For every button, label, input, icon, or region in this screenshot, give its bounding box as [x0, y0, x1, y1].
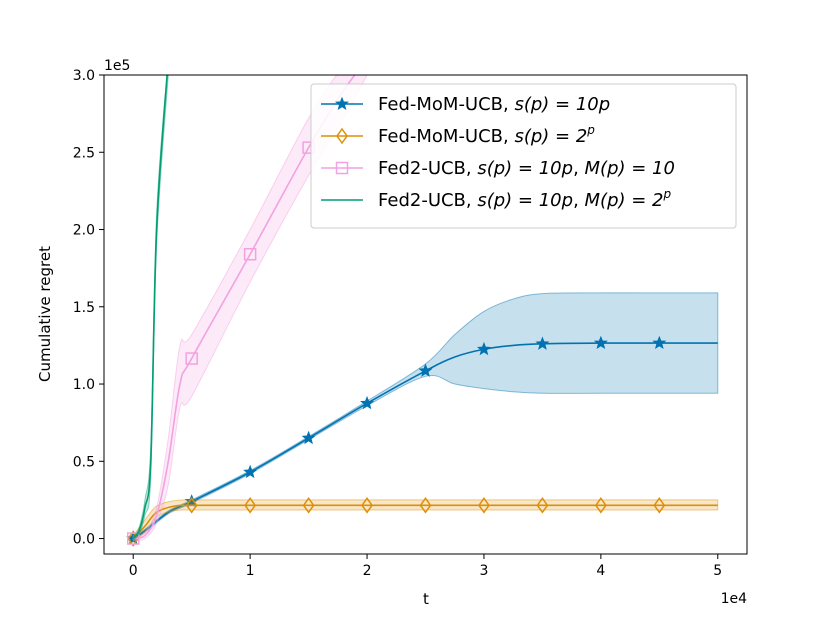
series-0: [126, 292, 719, 545]
series-line: [132, 75, 168, 540]
data-point-marker: [419, 497, 432, 514]
data-point-marker: [302, 497, 315, 514]
legend-label-m-superscript: p: [663, 187, 672, 201]
x-axis-label: t: [423, 590, 429, 608]
data-point-marker: [244, 497, 257, 514]
legend-label-prefix: Fed-MoM-UCB,: [378, 94, 514, 115]
legend-box: [310, 83, 737, 229]
data-point-marker: [535, 336, 550, 350]
confidence-band: [132, 499, 719, 543]
data-point-marker: [361, 497, 373, 514]
legend-label-separator: ,: [573, 190, 584, 211]
legend-label-m-term: M(p) = 10: [585, 158, 675, 179]
legend-label-s-term: s(p) = 10p: [477, 190, 573, 211]
legend-label-prefix: Fed-MoM-UCB,: [378, 126, 514, 147]
data-point-marker: [243, 247, 257, 261]
y-tick-label: 0.0: [73, 532, 95, 548]
x-tick-label: 4: [596, 563, 605, 579]
legend-label-separator: ,: [573, 158, 584, 179]
data-point-marker: [536, 497, 549, 514]
legend-label-s-term: s(p) = 2: [514, 126, 587, 147]
x-tick-label: 5: [713, 563, 722, 579]
data-point-marker: [126, 532, 140, 545]
data-point-marker: [184, 494, 199, 508]
x-scale-label: 1e4: [721, 591, 748, 607]
legend-label: Fed2-UCB, s(p) = 10p, M(p) = 10: [378, 158, 675, 179]
legend-label-prefix: Fed2-UCB,: [378, 190, 477, 211]
legend-label-s-superscript: p: [586, 123, 595, 137]
data-point-marker: [478, 497, 490, 514]
data-point-marker: [360, 395, 375, 410]
data-point-marker: [593, 335, 608, 350]
y-scale-label: 1e5: [104, 58, 130, 74]
data-point-marker: [185, 497, 198, 514]
series-line: [132, 504, 718, 540]
legend-label: Fed-MoM-UCB, s(p) = 10p: [378, 94, 610, 115]
y-axis: 0.0 0.5 1.0 1.5 2.0 2.5 3.0: [73, 68, 104, 548]
data-point-marker: [594, 497, 607, 514]
series-1: [127, 497, 719, 547]
data-point-marker: [243, 464, 258, 479]
legend-marker: [335, 161, 349, 175]
legend-label-s-term: s(p) = 10p: [477, 158, 573, 179]
confidence-band: [132, 75, 368, 541]
x-tick-label: 1: [246, 563, 255, 579]
legend-marker: [336, 127, 348, 145]
x-tick-label: 2: [363, 563, 372, 579]
data-point-marker: [418, 363, 433, 377]
y-tick-label: 1.5: [73, 300, 95, 316]
confidence-band: [132, 292, 719, 542]
x-axis: 0 1 2 3 4 5: [129, 554, 722, 579]
legend-entry: Fed2-UCB, s(p) = 10p, M(p) = 10: [321, 158, 675, 179]
data-point-marker: [301, 430, 316, 445]
plot-frame: [103, 74, 748, 555]
data-point-marker: [185, 352, 198, 365]
legend-label-m-term: M(p) = 2: [585, 190, 664, 211]
x-tick-label: 3: [479, 563, 488, 579]
legend-label: Fed-MoM-UCB, s(p) = 2p: [378, 123, 595, 147]
data-point-marker: [652, 335, 667, 350]
legend-entry: Fed2-UCB, s(p) = 10p, M(p) = 2p: [321, 187, 672, 211]
legend-entry: Fed-MoM-UCB, s(p) = 2p: [321, 123, 595, 147]
legend-label-s-term: s(p) = 10p: [514, 94, 610, 115]
data-point-marker: [653, 497, 666, 514]
y-tick-label: 2.0: [73, 223, 95, 239]
data-point-marker: [476, 341, 491, 356]
y-axis-label: Cumulative regret: [36, 246, 54, 382]
y-tick-label: 1.0: [73, 377, 95, 393]
legend-entry: Fed-MoM-UCB, s(p) = 10p: [321, 94, 610, 115]
legend-marker: [334, 96, 350, 110]
legend-label-prefix: Fed2-UCB,: [378, 158, 477, 179]
legend-label: Fed2-UCB, s(p) = 10p, M(p) = 2p: [378, 187, 672, 211]
y-tick-label: 3.0: [73, 68, 95, 84]
y-tick-label: 0.5: [73, 454, 95, 470]
series-line: [132, 342, 718, 540]
plot-area: [126, 75, 719, 547]
y-tick-label: 2.5: [73, 145, 95, 161]
x-tick-label: 0: [129, 563, 138, 579]
